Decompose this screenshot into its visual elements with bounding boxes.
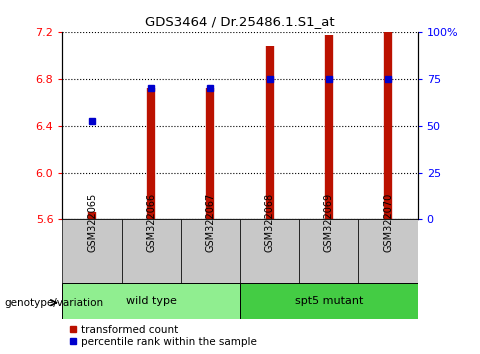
Text: wild type: wild type [126,296,177,306]
Text: GSM322065: GSM322065 [87,193,97,252]
Bar [240,219,299,287]
Bar [62,283,240,319]
Text: GSM322069: GSM322069 [324,193,334,252]
Title: GDS3464 / Dr.25486.1.S1_at: GDS3464 / Dr.25486.1.S1_at [145,15,335,28]
Text: GSM322067: GSM322067 [205,193,216,252]
Text: spt5 mutant: spt5 mutant [295,296,363,306]
Text: genotype/variation: genotype/variation [5,298,104,308]
Text: GSM322068: GSM322068 [264,193,275,252]
Bar [359,219,418,287]
Bar [181,219,240,287]
Legend: transformed count, percentile rank within the sample: transformed count, percentile rank withi… [68,322,259,349]
Text: GSM322070: GSM322070 [383,193,393,252]
Bar [299,219,359,287]
Bar [121,219,181,287]
Bar [240,283,418,319]
Text: GSM322066: GSM322066 [146,193,156,252]
Bar [62,219,121,287]
